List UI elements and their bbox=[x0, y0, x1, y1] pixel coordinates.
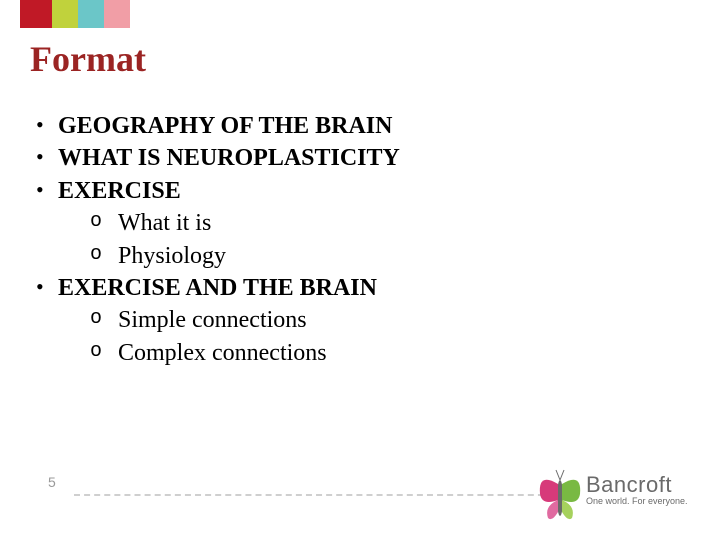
list-item: EXERCISE What it is Physiology bbox=[30, 175, 670, 272]
logo-name: Bancroft bbox=[586, 472, 688, 498]
list-item-label: GEOGRAPHY OF THE BRAIN bbox=[58, 113, 392, 139]
logo-tagline: One world. For everyone. bbox=[586, 496, 688, 506]
list-item-label: EXERCISE AND THE BRAIN bbox=[58, 275, 377, 301]
sub-list-item-label: Simple connections bbox=[118, 307, 307, 333]
list-item-label: EXERCISE bbox=[58, 178, 181, 204]
sub-list-item: Complex connections bbox=[90, 337, 670, 369]
list-item-label: WHAT IS NEUROPLASTICITY bbox=[58, 145, 400, 171]
header-bar-4 bbox=[104, 0, 130, 28]
sub-list-item-label: Physiology bbox=[118, 243, 226, 269]
sub-list-item: What it is bbox=[90, 207, 670, 239]
header-bar-3 bbox=[78, 0, 104, 28]
list-item: WHAT IS NEUROPLASTICITY bbox=[30, 142, 670, 174]
slide-title: Format bbox=[30, 38, 146, 80]
bancroft-logo: Bancroft One world. For everyone. bbox=[534, 466, 694, 530]
sub-list-item: Physiology bbox=[90, 240, 670, 272]
logo-text: Bancroft One world. For everyone. bbox=[586, 472, 688, 506]
header-bar-1 bbox=[20, 0, 52, 28]
page-number: 5 bbox=[48, 474, 56, 490]
sub-list-item-label: What it is bbox=[118, 210, 211, 236]
sub-list: What it is Physiology bbox=[58, 207, 670, 272]
footer-dashed-line bbox=[74, 494, 554, 496]
outline-list: GEOGRAPHY OF THE BRAIN WHAT IS NEUROPLAS… bbox=[30, 110, 670, 369]
slide-body: GEOGRAPHY OF THE BRAIN WHAT IS NEUROPLAS… bbox=[30, 110, 670, 369]
sub-list: Simple connections Complex connections bbox=[58, 304, 670, 369]
butterfly-icon bbox=[534, 466, 586, 524]
header-color-bars bbox=[20, 0, 130, 28]
list-item: EXERCISE AND THE BRAIN Simple connection… bbox=[30, 272, 670, 369]
sub-list-item: Simple connections bbox=[90, 304, 670, 336]
list-item: GEOGRAPHY OF THE BRAIN bbox=[30, 110, 670, 142]
header-bar-2 bbox=[52, 0, 78, 28]
sub-list-item-label: Complex connections bbox=[118, 340, 327, 366]
